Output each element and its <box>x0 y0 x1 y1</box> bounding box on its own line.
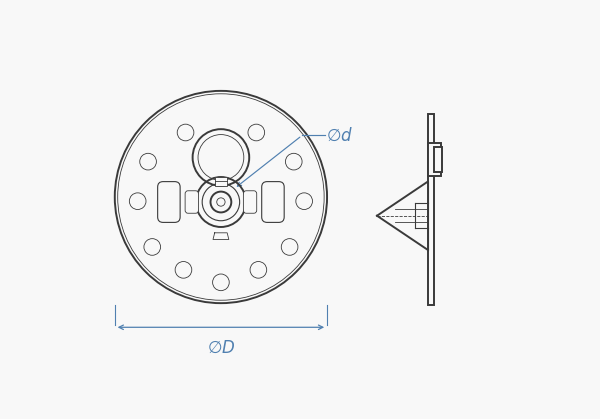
Text: $\varnothing$D: $\varnothing$D <box>206 339 235 357</box>
FancyBboxPatch shape <box>262 181 284 222</box>
FancyBboxPatch shape <box>185 191 199 213</box>
Bar <box>215 177 227 186</box>
FancyBboxPatch shape <box>244 191 257 213</box>
FancyBboxPatch shape <box>158 181 180 222</box>
Bar <box>428 114 434 305</box>
Text: $\varnothing$d: $\varnothing$d <box>326 127 353 145</box>
Bar <box>434 147 442 172</box>
Bar <box>428 143 441 176</box>
